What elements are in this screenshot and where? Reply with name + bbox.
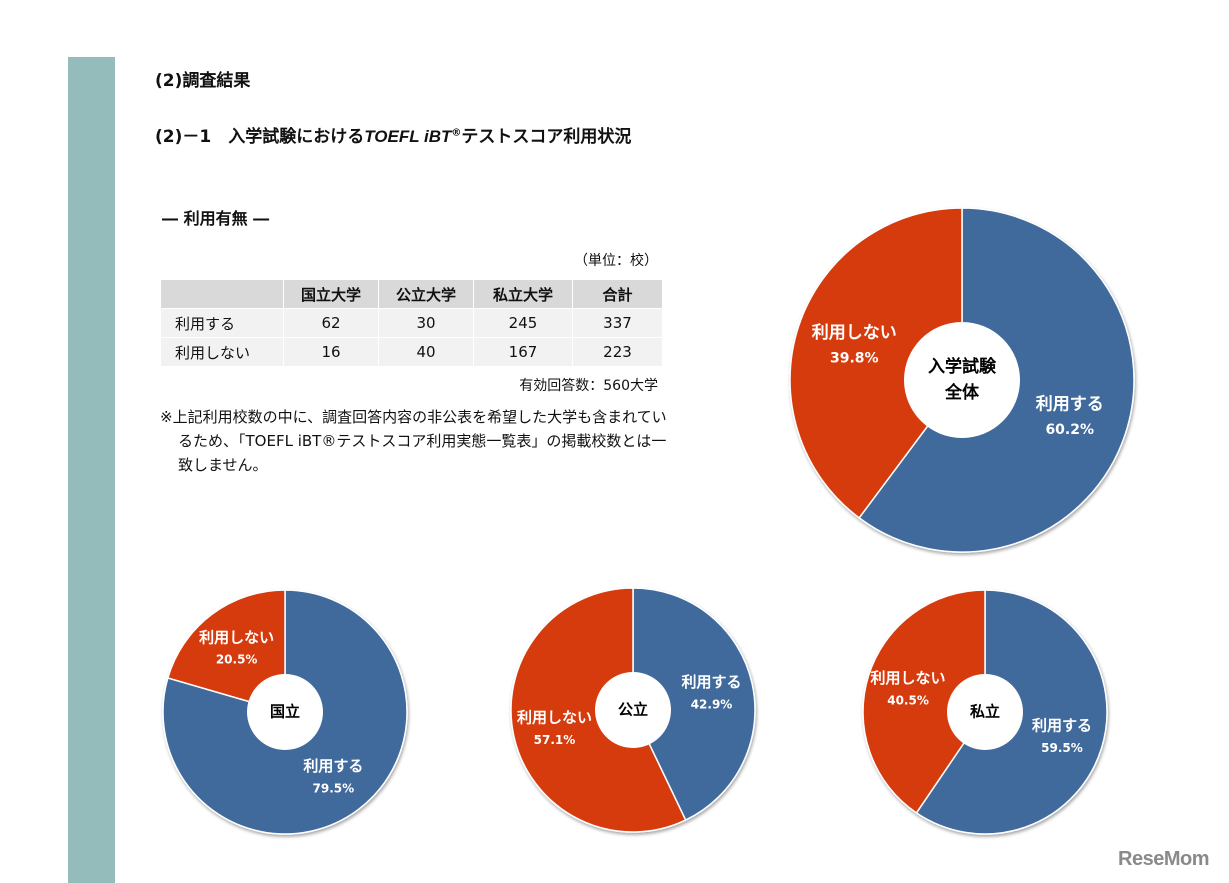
- donut-hole: [247, 674, 323, 750]
- header-cell: 私立大学: [473, 279, 573, 309]
- center-label: 公立: [618, 701, 648, 719]
- slice-label: 利用する: [303, 757, 363, 775]
- logo: ReseMom: [1118, 848, 1209, 870]
- center-label: 私立: [969, 703, 1000, 721]
- slice-label: 利用しない: [199, 628, 274, 646]
- donut-chart: 利用する 59.5% 利用しない 40.5% 私立: [862, 589, 1108, 835]
- section-title: ― 利用有無 ―: [162, 209, 270, 228]
- slice-label: 利用する: [682, 673, 742, 691]
- cell: 167: [473, 337, 573, 367]
- table: 国立大学 公立大学 私立大学 合計 利用する 62 30 245 337 利用し…: [160, 279, 663, 367]
- slice: [789, 207, 963, 519]
- value-label: 20.5%: [216, 653, 258, 667]
- slice-label: 利用しない: [517, 709, 592, 727]
- donut-hole: [947, 674, 1023, 750]
- slice-label: 利用しない: [812, 322, 897, 343]
- value-label: 79.5%: [313, 781, 355, 795]
- value-label: 57.1%: [534, 733, 576, 747]
- slice-label: 利用する: [1032, 716, 1092, 734]
- slice: [166, 589, 286, 713]
- subtitle-mark: ®: [451, 127, 462, 139]
- subtitle-italic: TOEFL iBT: [364, 127, 452, 146]
- donut-chart: 利用する 42.9% 利用しない 57.1% 公立: [510, 587, 756, 833]
- header-cell: 合計: [572, 279, 663, 309]
- header-cell: [160, 279, 284, 309]
- unit: （単位：校）: [574, 253, 658, 269]
- slice: [862, 589, 986, 814]
- center-label: 全体: [944, 382, 980, 403]
- note: ※上記利用校数の中に、調査回答内容の非公表を希望した大学も含まれているため、「T…: [160, 408, 667, 474]
- subtitle: (2)－1 入学試験におけるTOEFL iBT®テストスコア利用状況: [155, 122, 631, 147]
- center-label: 国立: [270, 703, 300, 721]
- value-label: 40.5%: [887, 693, 929, 707]
- cell: 337: [572, 308, 663, 338]
- value-label: 59.5%: [1041, 741, 1083, 755]
- value-label: 60.2%: [1045, 422, 1094, 438]
- side-bar: [68, 57, 115, 883]
- subtitle-suffix: テストスコア利用状況: [461, 127, 632, 147]
- donut-hole: [904, 322, 1020, 438]
- center-label: 入学試験: [928, 356, 997, 377]
- cell: 223: [572, 337, 663, 367]
- row: 利用する 62 30 245 337: [160, 308, 663, 338]
- response-count: 有効回答数：560大学: [519, 378, 658, 394]
- slice-label: 利用する: [1036, 394, 1104, 415]
- cell: 30: [378, 308, 474, 338]
- slice-label: 利用しない: [871, 669, 946, 687]
- title: (2)調査結果: [155, 71, 251, 91]
- subtitle-prefix: (2)－1 入学試験における: [155, 127, 365, 147]
- row: 利用しない 16 40 167 223: [160, 337, 663, 367]
- cell: 16: [283, 337, 379, 367]
- cell: 利用しない: [160, 337, 284, 367]
- donut-hole: [595, 672, 671, 748]
- header-row: 国立大学 公立大学 私立大学 合計: [160, 279, 663, 309]
- cell: 62: [283, 308, 379, 338]
- value-label: 39.8%: [830, 351, 879, 367]
- donut-chart: 利用する 79.5% 利用しない 20.5% 国立: [162, 589, 408, 835]
- slice: [632, 587, 756, 822]
- value-label: 42.9%: [691, 697, 733, 711]
